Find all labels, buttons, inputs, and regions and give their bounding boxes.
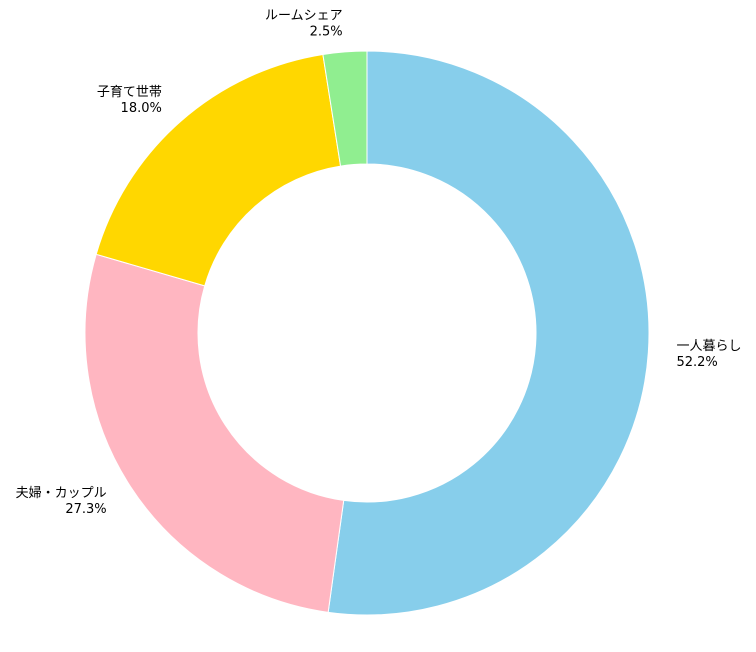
donut-slice	[84, 253, 345, 613]
slice-label: 夫婦・カップル	[16, 485, 107, 501]
donut-slice	[95, 53, 342, 287]
slice-label: 子育て世帯	[97, 84, 162, 100]
slice-label: 一人暮らし	[676, 339, 741, 354]
slice-value-label: 52.2%	[676, 355, 717, 370]
donut-slice	[327, 50, 650, 616]
slice-label: ルームシェア	[265, 8, 343, 23]
slice-value-label: 2.5%	[310, 24, 343, 39]
slice-value-label: 27.3%	[65, 502, 106, 517]
donut-slice	[322, 50, 368, 167]
slice-value-label: 18.0%	[121, 101, 162, 116]
